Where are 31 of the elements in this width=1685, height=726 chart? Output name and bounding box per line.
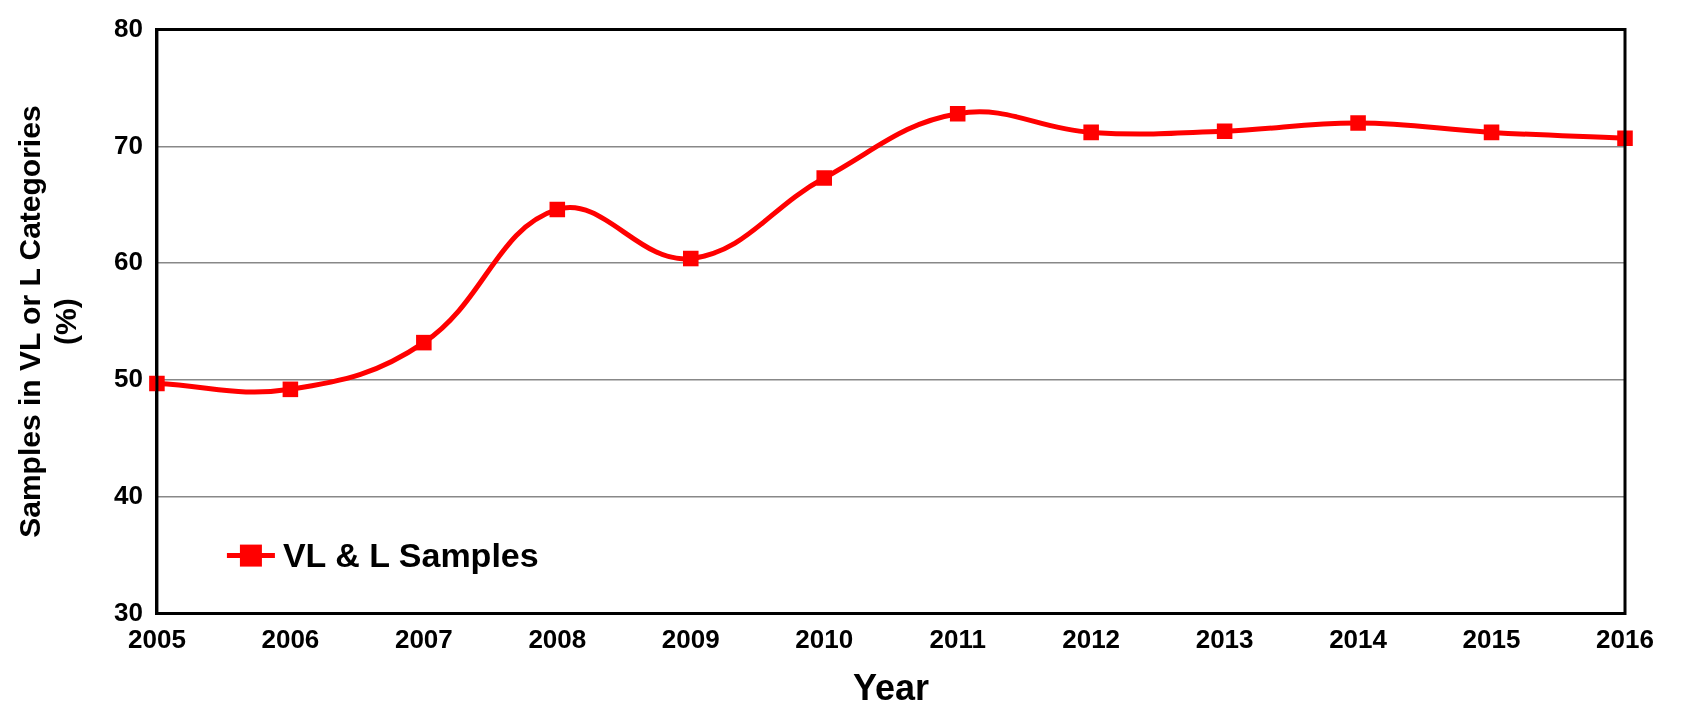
y-tick-label: 30 [114,596,143,627]
y-tick-label: 60 [114,246,143,277]
x-tick-label: 2011 [929,624,986,655]
x-tick-label: 2009 [661,624,720,655]
point [1083,124,1099,141]
x-tick-label: 2013 [1195,624,1254,655]
point [1350,115,1366,131]
point [282,381,299,398]
point [816,170,833,186]
y-tick-label: 40 [114,479,143,510]
x-tick-label: 2012 [1062,624,1121,655]
legend-label: VL & L Samples [282,535,539,574]
y-tick-label: 70 [114,129,143,160]
x-tick-label: 2005 [128,624,186,655]
point [682,250,699,267]
point [1483,124,1500,141]
y-axis-title: Samples in VL or L Categories (%) [13,105,83,538]
x-tick-label: 2014 [1329,624,1388,655]
point [549,201,566,218]
y-tick-label: 80 [114,12,143,43]
point [416,334,432,351]
point [949,105,966,122]
point [1216,123,1233,139]
x-tick-label: 2015 [1462,624,1521,655]
y-tick-label: 50 [114,363,143,394]
x-axis-title: Year [852,667,929,709]
x-tick-label: 2010 [795,624,854,655]
x-tick-label: 2016 [1596,624,1654,655]
x-tick-label: 2007 [394,624,453,655]
x-tick-label: 2006 [261,624,320,655]
x-tick-label: 2008 [528,624,587,655]
